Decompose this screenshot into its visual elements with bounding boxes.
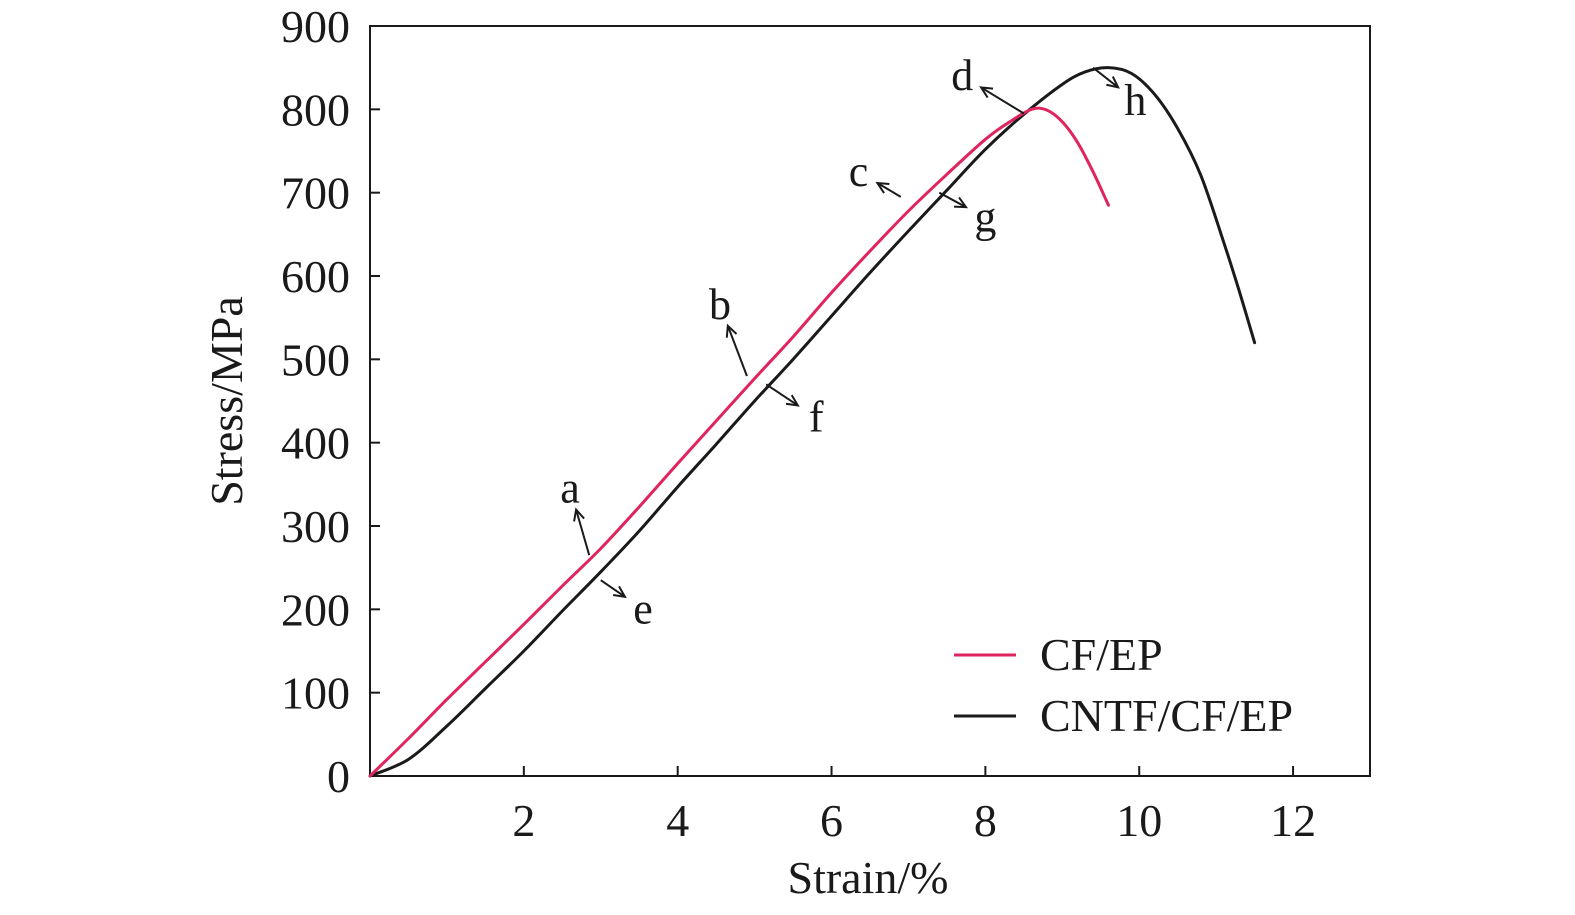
x-tick-label: 10	[1116, 795, 1162, 846]
annotation-arrow-c	[876, 182, 902, 198]
series-line-cf-ep	[368, 106, 1110, 778]
annotation-arrowhead-f	[785, 394, 800, 407]
x-axis-ticks: 2 4 6 8 10 12	[512, 766, 1316, 846]
legend: CF/EP CNTF/CF/EP	[954, 629, 1293, 741]
annotation-label-d: d	[951, 51, 973, 100]
y-tick-label: 400	[281, 418, 350, 469]
annotation-arrow-g	[938, 191, 967, 209]
x-tick-label: 4	[666, 795, 689, 846]
annotation-arrow-h	[1092, 66, 1119, 89]
legend-label-cntfcfep: CNTF/CF/EP	[1040, 690, 1293, 741]
annotation-arrowhead-b	[725, 323, 738, 338]
annotation-layer: a b c d e f g h	[560, 51, 1146, 633]
annotation-arrowhead-a	[573, 507, 585, 522]
y-tick-label: 200	[281, 584, 350, 635]
x-tick-label: 12	[1270, 795, 1316, 846]
annotation-arrowhead-g	[954, 196, 969, 209]
annotation-arrowhead-c	[875, 181, 890, 194]
annotation-arrowhead-d	[979, 86, 994, 99]
y-tick-label: 300	[281, 501, 350, 552]
annotation-arrow-d	[980, 86, 1025, 115]
annotation-label-g: g	[974, 193, 996, 242]
annotation-arrowhead-e	[612, 585, 627, 599]
annotation-arrow-b	[726, 325, 748, 377]
annotation-label-b: b	[709, 280, 731, 329]
annotation-arrow-a	[575, 509, 591, 556]
y-axis-ticks: 0 100 200 300 400 500 600 700 800 900	[281, 1, 380, 802]
y-tick-label: 700	[281, 168, 350, 219]
x-tick-label: 6	[820, 795, 843, 846]
series-layer	[368, 66, 1257, 778]
annotation-label-f: f	[809, 393, 824, 442]
y-tick-label: 0	[327, 751, 350, 802]
y-tick-label: 600	[281, 251, 350, 302]
y-tick-label: 500	[281, 334, 350, 385]
x-tick-label: 2	[512, 795, 535, 846]
x-axis-label: Strain/%	[788, 852, 949, 903]
x-tick-label: 8	[974, 795, 997, 846]
annotation-label-a: a	[560, 464, 580, 513]
y-axis-label: Stress/MPa	[201, 296, 252, 506]
y-tick-label: 100	[281, 668, 350, 719]
y-tick-label: 900	[281, 1, 350, 52]
series-line-cntf-cf-ep	[368, 66, 1257, 778]
annotation-label-c: c	[849, 147, 869, 196]
annotation-arrow-f	[765, 383, 799, 407]
annotation-label-h: h	[1124, 76, 1146, 125]
annotation-arrow-e	[600, 579, 626, 598]
plot-frame	[369, 25, 1371, 777]
y-tick-label: 800	[281, 84, 350, 135]
legend-label-cfep: CF/EP	[1040, 629, 1163, 680]
annotation-arrowhead-h	[1106, 76, 1120, 89]
annotation-label-e: e	[633, 584, 653, 633]
